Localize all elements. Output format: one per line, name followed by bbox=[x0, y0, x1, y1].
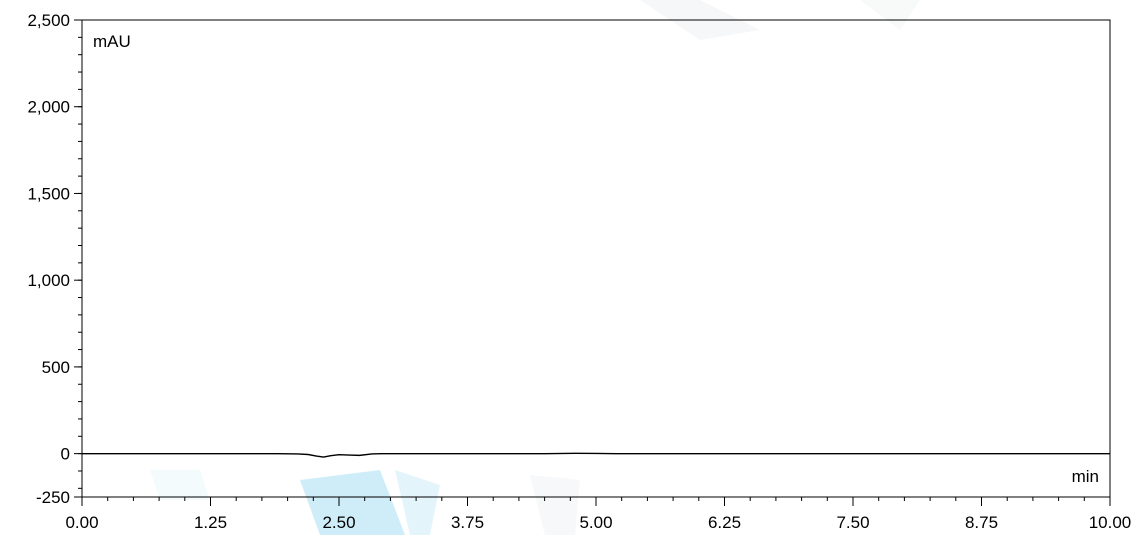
y-tick-label: 500 bbox=[42, 358, 70, 377]
x-tick-label: 10.00 bbox=[1089, 513, 1132, 532]
x-tick-label: 2.50 bbox=[322, 513, 355, 532]
x-tick-label: 7.50 bbox=[836, 513, 869, 532]
x-tick-label: 5.00 bbox=[579, 513, 612, 532]
x-axis-label: min bbox=[1072, 467, 1099, 486]
y-tick-label: 2,500 bbox=[27, 11, 70, 30]
x-tick-label: 6.25 bbox=[708, 513, 741, 532]
y-tick-label: 1,000 bbox=[27, 271, 70, 290]
x-tick-label: 1.25 bbox=[194, 513, 227, 532]
y-tick-label: -250 bbox=[36, 488, 70, 507]
x-tick-label: 0.00 bbox=[65, 513, 98, 532]
x-tick-label: 8.75 bbox=[965, 513, 998, 532]
y-tick-label: 2,000 bbox=[27, 98, 70, 117]
series-line bbox=[82, 452, 1110, 458]
y-axis-label: mAU bbox=[93, 32, 131, 51]
y-tick-label: 0 bbox=[61, 445, 70, 464]
plot-frame bbox=[81, 19, 1111, 498]
y-tick-label: 1,500 bbox=[27, 184, 70, 203]
x-tick-label: 3.75 bbox=[451, 513, 484, 532]
